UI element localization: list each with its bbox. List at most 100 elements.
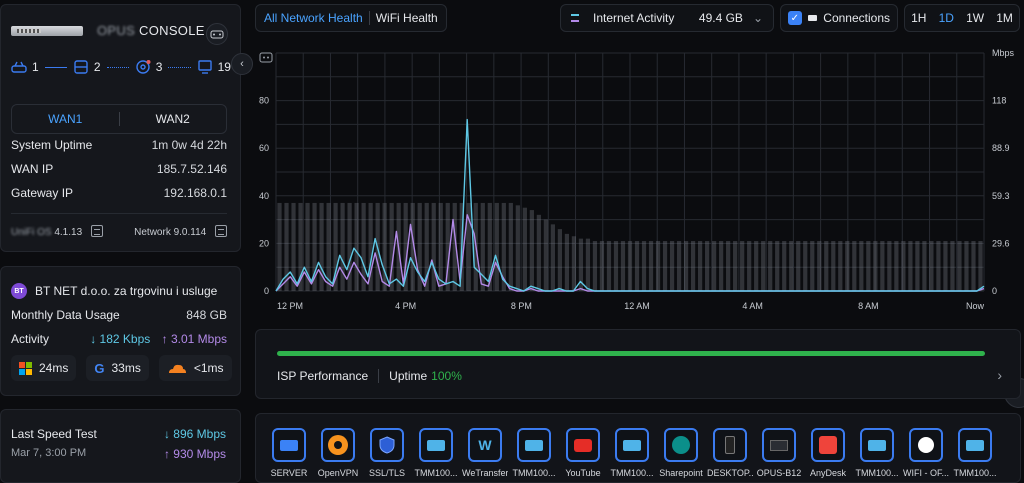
app-item[interactable]: OpenVPN (315, 428, 361, 478)
gateway-ip-value: 192.168.0.1 (163, 186, 227, 200)
connections-label: Connections (823, 11, 890, 25)
time-range-selector: 1H 1D 1W 1M (904, 4, 1020, 32)
x-tick-label: 12 PM (277, 301, 303, 311)
topology-clients[interactable]: 19 (197, 60, 231, 74)
app-item[interactable]: DESKTOP... (707, 428, 753, 478)
connections-bar (634, 241, 640, 291)
connections-bar (740, 241, 745, 291)
connections-bar (796, 241, 801, 291)
connections-bar (368, 202, 373, 291)
topology-aps[interactable]: 3 (135, 60, 162, 74)
isp-card: BT BT NET d.o.o. za trgovinu i usluge Mo… (0, 266, 241, 396)
y-right-tick-label: 88.9 (992, 143, 1010, 153)
latency-google-value: 33ms (111, 361, 141, 375)
app-item[interactable]: YouTube (560, 428, 606, 478)
connections-bar (789, 241, 794, 291)
connections-bar (466, 202, 471, 291)
collapse-sidebar-button[interactable]: ‹ (231, 53, 253, 75)
app-item[interactable]: W WeTransfer (462, 428, 508, 478)
gateway-ip-row: Gateway IP 192.168.0.1 (11, 186, 227, 200)
chart-settings-icon[interactable] (259, 52, 273, 63)
speed-test-card[interactable]: Last Speed Test Mar 7, 3:00 PM ↓ 896 Mbp… (0, 409, 241, 483)
openvpn-icon (321, 428, 355, 462)
connections-bar (915, 241, 920, 291)
connections-bar (585, 238, 591, 291)
connections-bar (712, 241, 717, 291)
monitor-icon (517, 428, 551, 462)
app-item[interactable]: TMM100... (413, 428, 459, 478)
y-right-tick-label: 118 (992, 96, 1006, 106)
release-notes-icon[interactable] (90, 225, 103, 237)
topology-switches[interactable]: 2 (73, 60, 101, 74)
range-1m[interactable]: 1M (996, 11, 1013, 25)
connections-toggle[interactable]: ✓ Connections (780, 4, 898, 32)
app-item[interactable]: Sharepoint (658, 428, 704, 478)
app-item[interactable]: OPUS-B12 (756, 428, 802, 478)
y-right-unit-label: Mbps (992, 48, 1015, 58)
app-item[interactable]: WIFI - OF... (903, 428, 949, 478)
connections-bar (291, 202, 296, 291)
range-1w[interactable]: 1W (966, 11, 985, 25)
gateway-device-image (11, 25, 83, 36)
activity-up-value: 3.01 Mbps (170, 332, 227, 346)
metric-value: 49.4 GB (698, 11, 743, 25)
x-tick-label: 12 AM (624, 301, 650, 311)
range-1d[interactable]: 1D (938, 11, 954, 25)
connections-bar (431, 202, 436, 291)
connections-bar (775, 241, 780, 291)
wan-ip-label: WAN IP (11, 162, 54, 176)
app-item[interactable]: TMM100... (854, 428, 900, 478)
app-item[interactable]: SERVER (266, 428, 312, 478)
app-label: TMM100... (414, 468, 458, 478)
connections-bar (747, 241, 752, 291)
chevron-down-icon: ⌄ (752, 11, 763, 25)
isp-performance-card[interactable]: ISP Performance Uptime 100% › (255, 329, 1021, 399)
app-item[interactable]: AnyDesk (805, 428, 851, 478)
connections-bar (662, 241, 668, 291)
connections-bar (880, 241, 885, 291)
wan2-tab[interactable]: WAN2 (155, 112, 190, 126)
app-label: AnyDesk (809, 468, 846, 478)
release-notes-icon[interactable] (215, 225, 227, 237)
connections-bar (319, 202, 324, 291)
metric-dropdown[interactable]: Internet Activity 49.4 GB ⌄ (560, 4, 774, 32)
device-settings-button[interactable] (206, 23, 228, 45)
connections-bar (697, 241, 703, 291)
y-right-tick-label: 29.6 (992, 238, 1010, 248)
windows-icon (19, 361, 32, 375)
app-item[interactable]: TMM100... (609, 428, 655, 478)
connections-bar (782, 241, 787, 291)
clients-icon (197, 60, 212, 74)
connections-checkbox[interactable]: ✓ (788, 11, 802, 25)
connections-bar (543, 219, 548, 291)
chevron-right-icon: › (997, 367, 1002, 383)
connections-bar (761, 241, 766, 291)
app-item[interactable]: TMM100... (952, 428, 998, 478)
connections-bar (550, 224, 555, 291)
switch-icon (74, 60, 88, 74)
app-label: Sharepoint (659, 468, 703, 478)
monitor-icon (860, 428, 894, 462)
x-tick-label: 8 AM (858, 301, 879, 311)
app-item[interactable]: TMM100... (511, 428, 557, 478)
tab-all-network-health[interactable]: All Network Health (264, 11, 363, 25)
tab-wifi-health[interactable]: WiFi Health (375, 11, 438, 25)
topology-wan[interactable]: 1 (11, 60, 39, 74)
range-1h[interactable]: 1H (911, 11, 927, 25)
connections-bar (277, 202, 282, 291)
connections-bar (613, 241, 619, 291)
wan1-tab[interactable]: WAN1 (48, 112, 83, 126)
connections-bar (417, 202, 422, 291)
connections-bar (501, 202, 506, 291)
system-uptime-label: System Uptime (11, 138, 93, 152)
connections-bar (627, 241, 633, 291)
connections-bar (298, 202, 303, 291)
router-icon (11, 61, 27, 73)
activity-down: ↓ 182 Kbps (90, 332, 151, 346)
wan-selector: WAN1 WAN2 (11, 104, 227, 134)
connections-bar (838, 241, 843, 291)
app-item[interactable]: SSL/TLS (364, 428, 410, 478)
isp-name: BT NET d.o.o. za trgovinu i usluge (35, 284, 218, 298)
connections-bar (438, 202, 443, 291)
internet-activity-chart[interactable]: 0 20 40 60 80 0 29.6 59.3 88.9 118 Mbps 12 PM 4 PM 8 … (255, 45, 1024, 315)
